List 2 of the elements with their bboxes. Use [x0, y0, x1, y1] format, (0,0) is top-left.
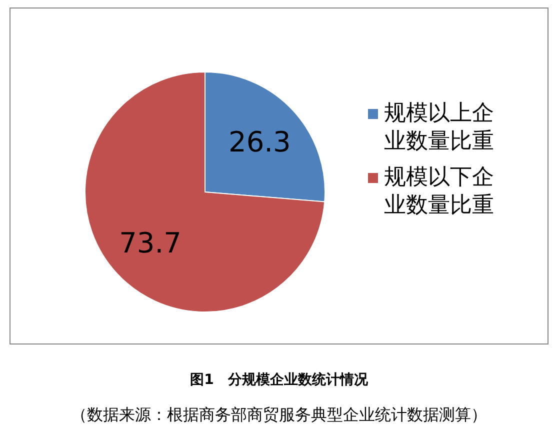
title: 图1 分规模企业数统计情况	[190, 372, 368, 388]
annotation: （数据来源：根据商务部商贸服务典型企业统计数据测算）	[71, 405, 487, 424]
